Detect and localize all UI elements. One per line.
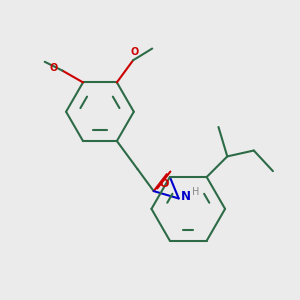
Text: N: N <box>181 190 191 203</box>
Text: O: O <box>130 47 139 57</box>
Text: O: O <box>159 178 169 189</box>
Text: O: O <box>50 63 58 73</box>
Text: H: H <box>192 187 199 197</box>
